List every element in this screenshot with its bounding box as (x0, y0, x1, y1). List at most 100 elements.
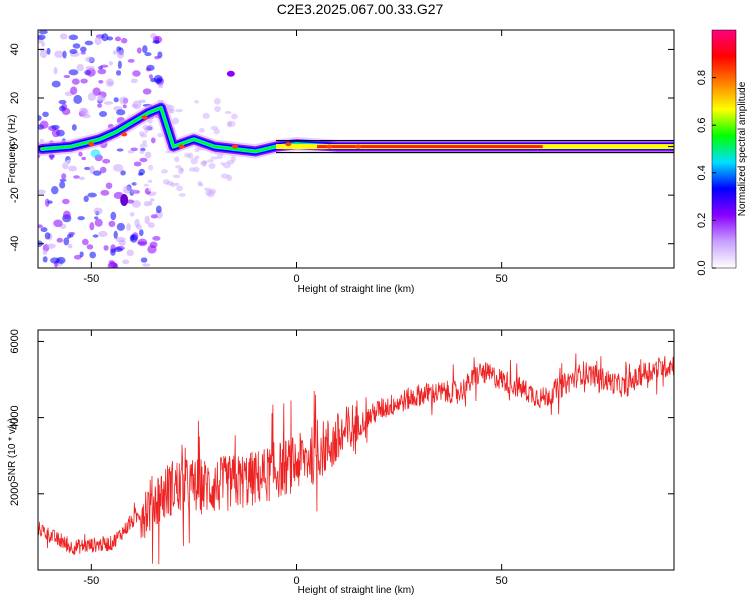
noise-blob (51, 128, 61, 138)
noise-blob (123, 185, 132, 194)
noise-blob (148, 74, 153, 79)
noise-blob (96, 95, 106, 103)
noise-blob (50, 257, 60, 264)
noise-blob (103, 245, 109, 251)
noise-blob (213, 97, 221, 105)
noise-blob (118, 239, 126, 246)
noise-blob (148, 200, 153, 206)
noise-blob (54, 50, 64, 58)
noise-blob (39, 120, 49, 129)
noise-blob (143, 201, 151, 207)
noise-blob (68, 34, 79, 41)
noise-blob (148, 164, 154, 171)
noise-blob (178, 193, 186, 197)
noise-blob (143, 183, 149, 187)
snr-y-ticks: 2000 4000 6000 (9, 329, 674, 506)
colorbar-tick-label: 0.8 (696, 70, 708, 85)
noise-blob (126, 249, 134, 257)
snr-x-label: Height of straight line (km) (298, 585, 415, 596)
noise-blob (194, 155, 200, 160)
noise-blob (139, 150, 145, 155)
noise-blob (198, 183, 204, 187)
noise-blob (59, 33, 68, 40)
noise-blob (179, 167, 184, 172)
x-tick-label: -50 (83, 575, 99, 587)
noise-blob (45, 198, 50, 207)
noise-blob (144, 151, 152, 159)
noise-blob (80, 78, 88, 84)
colorbar: 0.0 0.2 0.4 0.6 0.8 Normalized spectral ampl… (696, 29, 748, 276)
colorbar-ticks: 0.0 0.2 0.4 0.6 0.8 (696, 70, 716, 276)
x-tick-label: 50 (496, 575, 508, 587)
y-tick-label: 0 (9, 144, 21, 150)
noise-blob (71, 78, 80, 85)
noise-blob (194, 147, 200, 153)
noise-blob (139, 157, 148, 163)
noise-blob (145, 67, 151, 72)
noise-blob (38, 224, 43, 229)
noise-blob (89, 222, 95, 231)
colorbar-tick-label: 0.0 (696, 260, 708, 275)
noise-blob (142, 45, 148, 54)
noise-blob (59, 181, 66, 189)
noise-blob (129, 212, 135, 217)
noise-blob (176, 185, 183, 192)
noise-blob (140, 133, 148, 138)
noise-blob (107, 81, 114, 86)
noise-blob (103, 101, 114, 105)
noise-blob (142, 263, 151, 267)
noise-blob (169, 108, 175, 114)
ridge-spot (231, 144, 238, 149)
noise-blob (172, 117, 180, 125)
noise-blob (64, 61, 69, 70)
noise-blob (126, 199, 135, 204)
noise-blob (116, 49, 125, 59)
spectrogram-marks (38, 30, 674, 268)
noise-blob (86, 244, 94, 250)
noise-blob (61, 107, 71, 116)
noise-blob (138, 229, 144, 237)
noise-blob (110, 248, 116, 256)
noise-blob (120, 170, 126, 176)
snr-frame (37, 329, 675, 571)
spectrogram-body (38, 30, 674, 268)
noise-blob (130, 78, 138, 84)
noise-blob (85, 65, 95, 71)
noise-blob (99, 111, 108, 117)
noise-blob (113, 164, 124, 172)
noise-blob (178, 167, 184, 175)
noise-blob (68, 231, 76, 236)
noise-blob (79, 251, 84, 258)
snr-marks (38, 353, 674, 565)
noise-blob (113, 230, 118, 239)
noise-blob (83, 195, 89, 203)
noise-blob (72, 43, 81, 49)
noise-blob (207, 159, 214, 163)
noise-blob (73, 175, 80, 179)
noise-blob (61, 173, 67, 180)
noise-blob (167, 104, 175, 111)
noise-blob (214, 106, 221, 113)
noise-blob (62, 210, 71, 220)
noise-blob (154, 55, 160, 60)
noise-blob (147, 245, 157, 254)
noise-blob (226, 159, 235, 165)
noise-blob (155, 205, 162, 214)
y-tick-label: 40 (9, 43, 21, 55)
noise-blob (38, 115, 42, 121)
noise-blob (140, 147, 146, 152)
noise-blob (224, 110, 232, 115)
noise-blob (119, 96, 129, 105)
noise-blob (210, 125, 219, 131)
noise-blob (142, 139, 147, 145)
noise-blob (150, 214, 158, 219)
noise-blob (122, 104, 127, 109)
noise-blob (202, 112, 210, 119)
noise-blob (69, 48, 78, 54)
noise-blob (203, 187, 212, 191)
noise-blob (145, 126, 153, 131)
noise-blob (150, 77, 157, 83)
noise-blob (135, 181, 143, 186)
noise-blob (83, 166, 91, 171)
noise-blob (105, 182, 113, 190)
